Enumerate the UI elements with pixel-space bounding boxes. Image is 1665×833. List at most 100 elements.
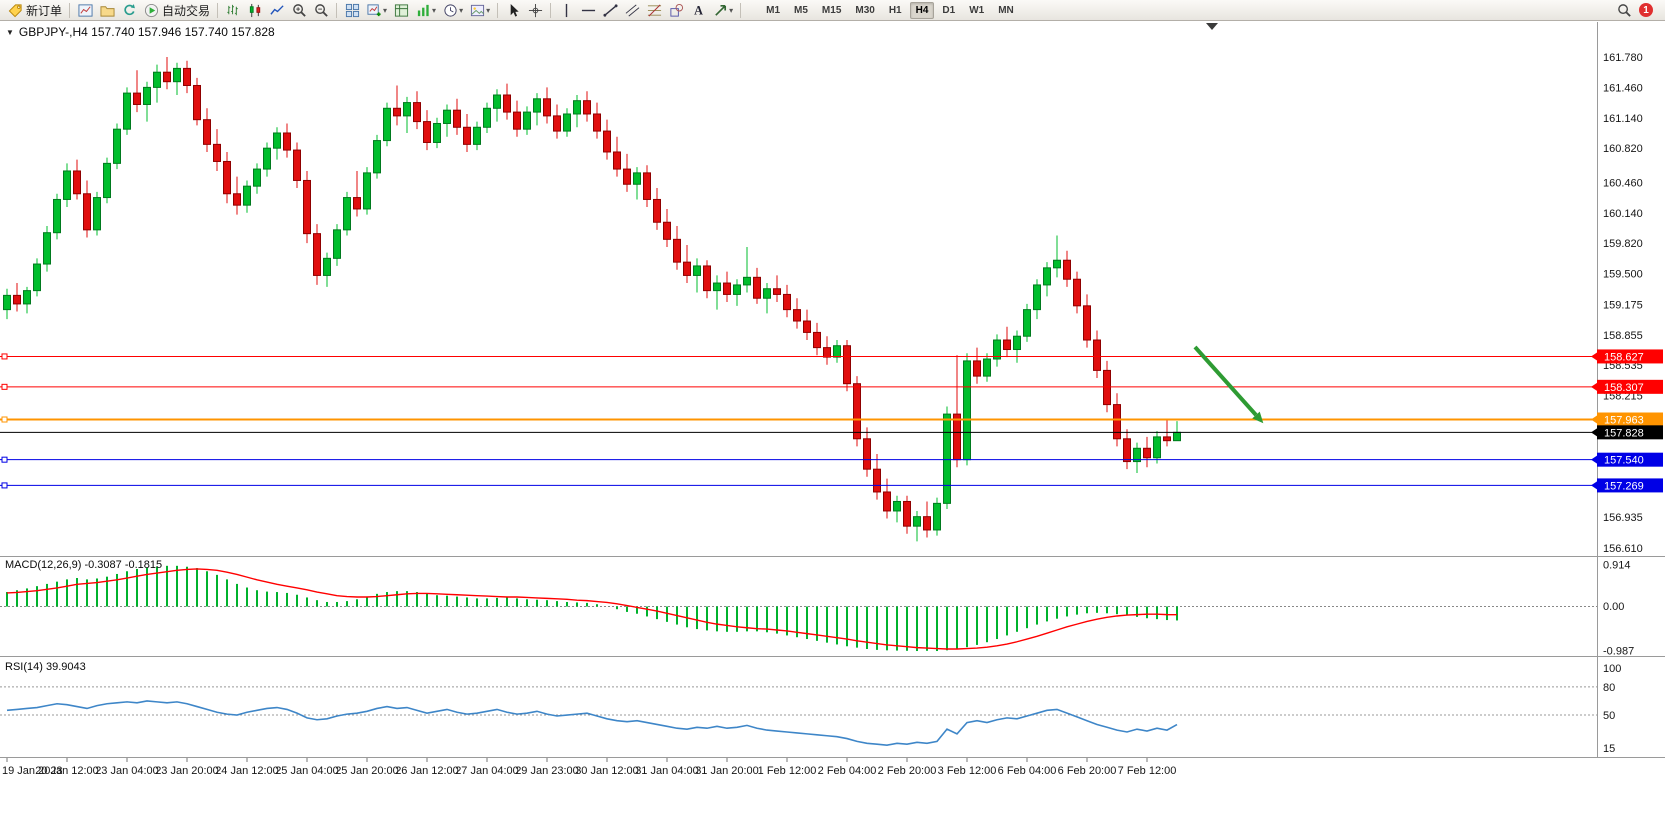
candle-down [923, 516, 931, 531]
candle-up [963, 360, 971, 461]
candle-down [303, 179, 311, 235]
dropdown-arrow-icon: ▾ [459, 5, 464, 15]
dropdown-arrow-icon: ▾ [432, 5, 437, 15]
time-axis-label: 23 Jan 20:00 [155, 765, 219, 777]
chart-window-icon[interactable] [74, 1, 96, 20]
candle-down [283, 132, 291, 151]
price-tag [1597, 478, 1663, 493]
time-axis-label: 19 Jan 2023 [2, 765, 63, 777]
timeframe-m5-button[interactable]: M5 [794, 4, 808, 16]
price-chart-area[interactable] [0, 22, 1597, 556]
candle-down [313, 233, 321, 276]
vertical-line-icon[interactable] [555, 1, 577, 20]
line-anchor[interactable] [1, 416, 8, 423]
bar-chart-icon[interactable] [222, 1, 244, 20]
timeframe-d1-button[interactable]: D1 [942, 4, 956, 16]
horizontal-line-icon[interactable] [577, 1, 599, 20]
trendline-icon[interactable] [599, 1, 621, 20]
macd-axis-label: 0.00 [1603, 601, 1624, 613]
channel-icon[interactable] [621, 1, 643, 20]
refresh-icon[interactable] [118, 1, 140, 20]
price-tag [1597, 412, 1663, 427]
templates-icon [469, 2, 485, 18]
timeframe-w1-button[interactable]: W1 [969, 4, 985, 16]
candle-down [903, 500, 911, 527]
notification-badge[interactable]: 1 [1639, 3, 1653, 17]
profiles-icon[interactable] [96, 1, 118, 20]
candle-up [833, 345, 841, 358]
candle-up [33, 263, 41, 292]
rsi-axis-label: 50 [1603, 710, 1615, 722]
arrow-annotation[interactable] [1193, 345, 1258, 417]
candle-down [873, 468, 881, 493]
line-chart-icon[interactable] [266, 1, 288, 20]
candle-down [613, 151, 621, 170]
timeframe-m30-button[interactable]: M30 [855, 4, 875, 16]
templates-icon[interactable]: ▾ [466, 1, 493, 20]
indicators-icon[interactable]: ▾ [412, 1, 439, 20]
candle-down [753, 276, 761, 299]
timeframe-m1-button[interactable]: M1 [766, 4, 781, 16]
new-chart-icon[interactable]: ▾ [363, 1, 390, 20]
candle-up [943, 413, 951, 504]
fibonacci-icon [646, 2, 662, 18]
candle-up [993, 339, 1001, 360]
toolbar-separator [740, 2, 742, 18]
chart-shift-marker[interactable] [1206, 23, 1218, 30]
candle-down [183, 67, 191, 86]
candle-up [473, 126, 481, 145]
candle-down [703, 265, 711, 292]
crosshair-icon[interactable] [524, 1, 546, 20]
time-axis[interactable] [0, 758, 1665, 782]
rsi-axis-label: 100 [1603, 663, 1621, 675]
time-axis-label: 31 Jan 20:00 [695, 765, 759, 777]
tile-windows-icon[interactable] [341, 1, 363, 20]
candle-down [623, 168, 631, 185]
autotrading-button[interactable]: 自动交易 [140, 1, 213, 20]
timeframe-mn-button[interactable]: MN [998, 4, 1014, 16]
timeframe-m15-button[interactable]: M15 [821, 4, 842, 16]
search-button[interactable] [1613, 1, 1635, 20]
line-anchor[interactable] [1, 456, 8, 463]
candle-up [273, 132, 281, 149]
price-axis-label: 159.500 [1603, 269, 1643, 281]
candle-down [1093, 339, 1101, 371]
candle-down [663, 221, 671, 240]
rsi-panel-area[interactable] [0, 658, 1597, 757]
zoom-in-icon[interactable] [288, 1, 310, 20]
candle-down [463, 126, 471, 145]
candle-up [763, 288, 771, 299]
chart-collapse-icon[interactable]: ▼ [6, 27, 14, 37]
candle-up [483, 107, 491, 128]
shapes-icon[interactable] [665, 1, 687, 20]
fibonacci-icon[interactable] [643, 1, 665, 20]
text-icon[interactable]: A [687, 1, 709, 20]
timeframe-bar: M1 M5 M15 M30 H1 H4 D1 W1 MN [759, 0, 1021, 20]
price-tag-label: 157.963 [1604, 415, 1644, 427]
candle-down [803, 320, 811, 333]
candle-up [1013, 335, 1021, 351]
candle-up [3, 294, 11, 311]
line-anchor[interactable] [1, 383, 8, 390]
line-anchor[interactable] [1, 353, 8, 360]
price-tag-label: 158.627 [1604, 351, 1644, 363]
candle-up [933, 502, 941, 531]
zoom-out-icon[interactable] [310, 1, 332, 20]
candle-down [603, 130, 611, 153]
line-anchor[interactable] [1, 482, 8, 489]
timeframe-h4-button[interactable]: H4 [909, 1, 935, 19]
candle-down [593, 113, 601, 132]
cursor-icon[interactable] [502, 1, 524, 20]
timeframe-h1-button[interactable]: H1 [888, 4, 902, 16]
market-watch-icon[interactable] [390, 1, 412, 20]
candle-down [823, 347, 831, 358]
arrows-icon[interactable]: ▾ [709, 1, 736, 20]
candlestick-chart-icon[interactable] [244, 1, 266, 20]
macd-axis-label: 0.914 [1603, 560, 1631, 572]
candle-down [1123, 438, 1131, 463]
price-tag-arrow [1591, 415, 1597, 424]
new-order-button[interactable]: 新订单 [4, 1, 65, 20]
macd-signal-line [6, 568, 1178, 650]
periods-icon[interactable]: ▾ [439, 1, 466, 20]
